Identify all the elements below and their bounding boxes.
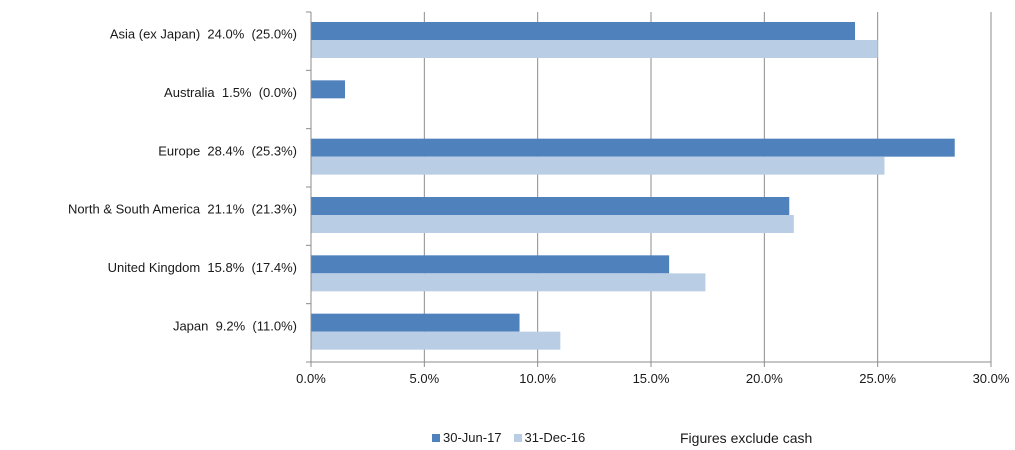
x-tick-label-4: 20.0% (746, 371, 783, 386)
bar-1-2 (311, 80, 345, 99)
legend-label-series-1: 30-Jun-17 (443, 430, 502, 445)
x-tick-label-3: 15.0% (633, 371, 670, 386)
category-label-3: Europe 28.4% (25.3%) (158, 143, 297, 158)
bar-2-1 (311, 40, 878, 58)
bar-chart: Asia (ex Japan) 24.0% (25.0%) Australia 1… (68, 11, 1010, 386)
category-label-5: United Kingdom 15.8% (17.4%) (108, 260, 297, 275)
x-tick-label-2: 10.0% (519, 371, 556, 386)
x-tick-label-1: 5.0% (410, 371, 440, 386)
x-tick-label-6: 30.0% (973, 371, 1010, 386)
legend: 30-Jun-17 31-Dec-16 (432, 430, 597, 445)
legend-label-series-2: 31-Dec-16 (524, 430, 586, 445)
legend-item-series-2: 31-Dec-16 (513, 430, 586, 445)
bar-1-5 (311, 255, 670, 274)
legend-swatch-series-2 (513, 433, 522, 442)
category-label-1: Asia (ex Japan) 24.0% (25.0%) (110, 27, 297, 42)
x-tick-label-5: 25.0% (859, 371, 896, 386)
category-label-2: Australia 1.5% (0.0%) (164, 85, 297, 100)
bar-2-6 (311, 331, 561, 350)
bar-1-3 (311, 138, 955, 157)
bar-1-6 (311, 313, 520, 332)
category-label-6: Japan 9.2% (11.0%) (173, 318, 297, 333)
legend-swatch-series-1 (432, 433, 440, 442)
chart-note: Figures exclude cash (680, 430, 813, 446)
x-tick-label-0: 0.0% (296, 371, 326, 386)
category-label-4: North & South America 21.1% (21.3%) (68, 202, 297, 217)
bar-1-1 (311, 22, 855, 40)
bar-1-4 (311, 197, 790, 215)
bar-2-3 (311, 156, 885, 175)
bar-2-5 (311, 273, 706, 292)
legend-item-series-1: 30-Jun-17 (432, 430, 502, 445)
bar-2-4 (311, 215, 794, 233)
